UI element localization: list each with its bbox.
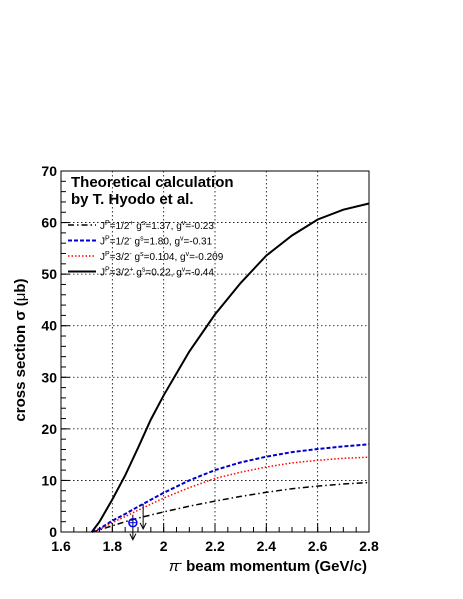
series-line-4 [90,202,370,533]
y-tick-label: 20 [41,421,57,437]
x-axis-title: π- beam momentum (GeV/c) [169,558,367,575]
legend-label-3: JP=3/2- gs=0.104, gv=-0.209 [100,251,224,263]
series-line-3 [91,456,370,533]
x-tick-label: 2.6 [308,538,328,554]
x-tick-label: 2.2 [205,538,225,554]
y-tick-label: 40 [41,318,57,334]
annotation-line-2: by T. Hyodo et al. [71,191,194,208]
upper-limit-arrowhead-1 [129,533,137,541]
curves [90,202,370,533]
axes: 1.6 1.8 2 2.2 2.4 2.6 2.8 0 10 20 30 40 50 60 70 [41,163,379,554]
y-tick-label: 30 [41,369,57,385]
y-tick-label: 70 [41,163,57,179]
y-axis-title: cross section σ (μb) [12,278,29,421]
y-tick-label: 60 [41,215,57,231]
y-tick-label: 10 [41,472,57,488]
x-tick-label: 1.6 [51,538,71,554]
x-tick-label: 1.8 [103,538,123,554]
upper-limit-arrowhead-2 [139,522,147,531]
series-line-2 [91,443,370,533]
series-line-1 [91,481,370,533]
x-tick-label: 2.4 [257,538,277,554]
data-markers [128,503,147,541]
x-tick-label: 2 [160,538,168,554]
grid-lines [61,171,369,532]
x-tick-label: 2.8 [359,538,379,554]
legend: JP=1/2+ gs=1.37, gv=-0.23 JP=1/2- gs=1.80… [68,220,224,279]
annotation-line-1: Theoretical calculation [71,174,234,191]
y-tick-label: 50 [41,266,57,282]
legend-label-2: JP=1/2- gs=1.80, gv=-0.31 [100,236,213,248]
y-tick-label: 0 [49,524,57,540]
legend-label-4: JP=3/2+ gs=0.22, gv=-0.44 [100,267,214,279]
legend-label-1: JP=1/2+ gs=1.37, gv=-0.23 [100,220,214,232]
